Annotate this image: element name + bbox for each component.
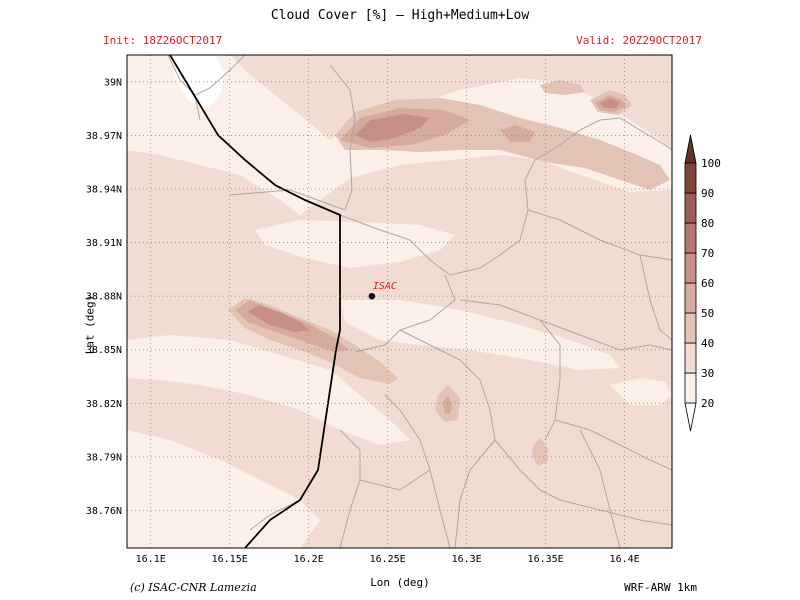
colorbar-label: 60 <box>701 277 714 290</box>
colorbar-top-arrow <box>684 134 697 164</box>
x-tick-label: 16.3E <box>452 554 482 565</box>
y-tick-label: 38.76N <box>86 506 122 517</box>
station-marker <box>368 292 376 300</box>
y-tick-label: 38.94N <box>86 184 122 195</box>
cloud-patch-se2 <box>532 438 548 466</box>
colorbar-bin <box>684 312 697 344</box>
y-tick-label: 38.79N <box>86 452 122 463</box>
valid-time-label: Valid: 20Z29OCT2017 <box>576 34 702 47</box>
x-tick-label: 16.15E <box>212 554 248 565</box>
cloud-band-center-east <box>340 300 620 370</box>
colorbar-label: 50 <box>701 307 714 320</box>
y-tick-label: 38.82N <box>86 399 122 410</box>
map-plot-area <box>127 55 672 548</box>
coastline <box>169 55 341 548</box>
cloud-core-north <box>355 114 430 142</box>
x-axis-label: Lon (deg) <box>370 576 430 589</box>
cloud-streak-west <box>127 100 200 160</box>
y-tick-label: 38.91N <box>86 238 122 249</box>
coordinate-grid <box>127 55 672 548</box>
x-tick-label: 16.2E <box>294 554 324 565</box>
colorbar-bin <box>684 162 697 194</box>
x-tick-label: 16.1E <box>136 554 166 565</box>
colorbar-bin <box>684 372 697 404</box>
x-tick-label: 16.4E <box>610 554 640 565</box>
colorbar-bin <box>684 192 697 224</box>
y-tick-label: 39N <box>104 77 122 88</box>
cloud-patch-se <box>610 378 672 405</box>
x-tick-label: 16.25E <box>370 554 406 565</box>
cloud-band-south <box>127 335 410 445</box>
y-axis-label: Lat (deg) <box>83 294 97 355</box>
colorbar-label: 30 <box>701 367 714 380</box>
colorbar-bin <box>684 222 697 254</box>
cloud-core-west <box>248 305 310 332</box>
colorbar-label: 20 <box>701 397 714 410</box>
init-time-label: Init: 18Z26OCT2017 <box>103 34 223 47</box>
cloud-core-ne <box>600 98 620 108</box>
chart-title: Cloud Cover [%] — High+Medium+Low <box>270 8 530 23</box>
cloud-band-20-30 <box>170 55 225 110</box>
x-tick-labels: 16.1E 16.15E 16.2E 16.25E 16.3E 16.35E 16.4E <box>136 554 640 565</box>
plot-frame <box>126 54 673 549</box>
cloud-band-center <box>255 220 455 268</box>
colorbar-label: 40 <box>701 337 714 350</box>
colorbar-label: 100 <box>701 157 721 170</box>
administrative-boundaries <box>167 55 672 548</box>
x-tick-label: 16.35E <box>528 554 564 565</box>
y-tick-label: 38.97N <box>86 131 122 142</box>
colorbar-bin <box>684 282 697 314</box>
colorbar-bin <box>684 342 697 374</box>
station-label: ISAC <box>373 281 397 292</box>
cloud-core-south <box>443 395 452 414</box>
y-tick-label: 38.85N <box>86 345 122 356</box>
colorbar-label: 80 <box>701 217 714 230</box>
colorbar-bin <box>684 252 697 284</box>
y-tick-label: 38.88N <box>86 292 122 303</box>
colorbar-bottom-arrow <box>684 402 697 432</box>
cloud-patch-60-n2 <box>500 125 535 142</box>
colorbar: 20 30 40 50 60 70 80 90 100 <box>684 134 721 432</box>
colorbar-label: 90 <box>701 187 714 200</box>
model-label: WRF-ARW 1km <box>624 581 697 594</box>
cloud-patch-ne <box>540 80 585 95</box>
y-tick-labels: 39N 38.97N 38.94N 38.91N 38.88N 38.85N 38.82N 3… <box>86 77 122 517</box>
colorbar-label: 70 <box>701 247 714 260</box>
credit-text: (c) ISAC-CNR Lamezia <box>130 581 257 594</box>
